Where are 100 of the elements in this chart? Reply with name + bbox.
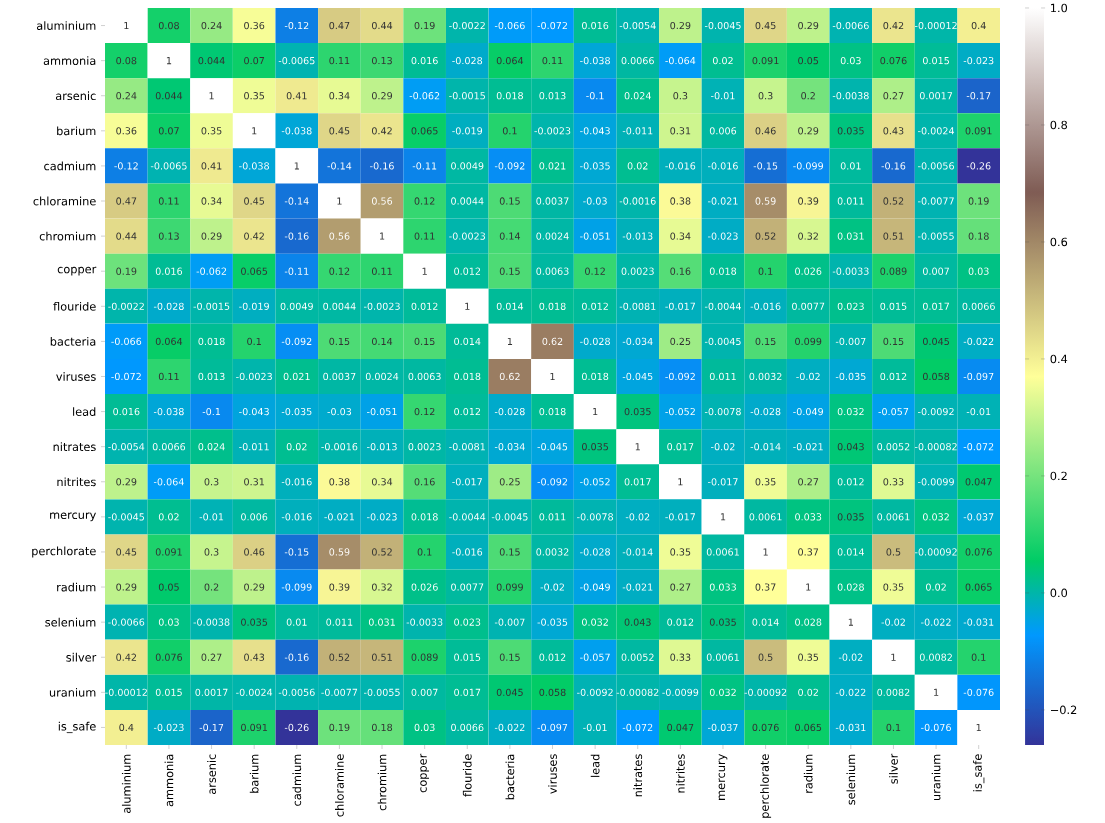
data-label: 0.017 — [454, 688, 481, 696]
data-label: 0.091 — [752, 56, 779, 65]
data-label: -0.01 — [199, 513, 224, 521]
y-tick-label: nitrites — [57, 477, 96, 487]
data-label: 0.19 — [329, 723, 350, 732]
data-label: 0.29 — [201, 232, 222, 240]
data-label: 1 — [848, 618, 854, 626]
data-label: 0.0063 — [408, 372, 441, 381]
data-label: -0.022 — [835, 688, 866, 696]
y-tick-label: cadmium — [44, 161, 96, 171]
data-label: -0.0016 — [321, 443, 358, 451]
data-label: -0.0056 — [918, 162, 954, 170]
data-label: 1 — [507, 337, 513, 345]
data-label: 0.091 — [241, 723, 268, 732]
data-label: 0.014 — [837, 548, 865, 556]
data-label: -0.064 — [153, 478, 184, 486]
data-label: 0.13 — [371, 56, 392, 65]
data-label: -0.099 — [281, 583, 312, 591]
y-tick-label: mercury — [50, 512, 96, 522]
data-label: 0.33 — [883, 478, 904, 486]
data-label: -0.023 — [707, 232, 738, 240]
data-label: -0.0056 — [278, 688, 315, 696]
data-label: 0.37 — [798, 548, 819, 556]
data-label: 0.03 — [158, 618, 179, 626]
data-label: -0.076 — [963, 688, 994, 696]
data-label: 0.29 — [798, 21, 819, 30]
data-label: -0.035 — [281, 407, 312, 416]
data-label: -0.26 — [966, 162, 991, 170]
data-label: 0.047 — [667, 723, 694, 732]
data-label: -0.16 — [284, 232, 309, 240]
data-label: -0.099 — [793, 162, 824, 170]
data-label: 0.45 — [116, 548, 137, 556]
data-label: 0.18 — [371, 723, 393, 732]
data-label: 0.0049 — [280, 302, 313, 310]
data-label: -0.0077 — [321, 688, 358, 696]
data-label: 0.51 — [883, 232, 904, 240]
data-label: -0.038 — [580, 56, 610, 65]
data-label: -0.03 — [583, 197, 607, 205]
data-label: 0.29 — [798, 127, 819, 135]
y-tick-label: chloramine — [33, 196, 96, 206]
y-tick-label: radium — [57, 582, 96, 592]
color-bar-label: 0.0 — [1050, 588, 1068, 598]
data-label: 0.3 — [673, 92, 688, 100]
data-label: 0.15 — [499, 197, 520, 205]
data-label: 0.29 — [670, 21, 691, 30]
data-label: 0.31 — [670, 127, 691, 135]
data-label: -0.066 — [494, 21, 525, 30]
x-tick-label: bacteria — [505, 754, 515, 800]
data-label: 0.015 — [880, 302, 907, 310]
data-label: 0.38 — [670, 197, 691, 205]
data-label: -0.12 — [284, 21, 309, 30]
data-label: 0.35 — [201, 127, 222, 135]
data-label: 0.19 — [968, 197, 989, 205]
data-label: -0.02 — [711, 443, 735, 451]
data-label: 0.017 — [624, 478, 651, 486]
data-label: 0.0037 — [323, 372, 356, 381]
data-label: 0.45 — [244, 197, 265, 205]
data-label: 0.38 — [329, 478, 350, 486]
data-label: -0.0065 — [150, 162, 187, 170]
data-label: 0.19 — [116, 267, 137, 275]
data-label: -0.023 — [367, 513, 397, 521]
y-tick-label: lead — [73, 407, 96, 416]
data-label: 0.0044 — [323, 302, 356, 310]
data-label: -0.021 — [324, 513, 354, 521]
data-label: -0.031 — [835, 723, 866, 732]
data-label: -0.00012 — [914, 21, 957, 30]
data-label: 0.1 — [971, 653, 986, 661]
data-label: 0.012 — [837, 478, 864, 486]
color-bar-label: 0.2 — [1050, 471, 1067, 481]
data-label: 0.011 — [709, 372, 736, 381]
data-label: -0.049 — [580, 583, 610, 591]
data-label: 1 — [806, 583, 811, 591]
data-label: -0.045 — [622, 372, 653, 381]
data-label: 0.089 — [411, 653, 438, 661]
data-label: 0.05 — [798, 56, 819, 65]
data-label: -0.0038 — [193, 618, 230, 626]
data-label: 0.018 — [539, 407, 566, 416]
data-label: -0.17 — [199, 723, 224, 732]
data-label: 0.42 — [244, 232, 264, 240]
data-label: 1 — [465, 302, 470, 310]
data-label: 0.11 — [158, 372, 179, 381]
data-label: -0.0024 — [918, 127, 955, 135]
data-label: -0.0022 — [108, 302, 144, 310]
data-label: 0.018 — [496, 92, 523, 100]
data-label: -0.057 — [580, 653, 610, 661]
data-label: -0.02 — [540, 583, 564, 591]
color-bar-label: 1.0 — [1051, 3, 1068, 13]
data-label: 0.4 — [119, 723, 134, 732]
data-label: 0.018 — [539, 302, 566, 310]
data-label: 0.39 — [798, 197, 819, 205]
x-tick-label: nitrites — [675, 754, 685, 793]
data-label: -0.051 — [580, 232, 610, 240]
data-label: 0.1 — [886, 723, 901, 732]
data-label: 0.012 — [667, 618, 694, 626]
data-label: -0.016 — [281, 513, 312, 521]
data-label: 0.24 — [201, 21, 222, 30]
data-label: -0.022 — [494, 723, 525, 732]
data-label: 0.42 — [116, 653, 137, 661]
data-label: -0.0045 — [704, 337, 741, 346]
x-tick-label: lead — [590, 754, 600, 777]
